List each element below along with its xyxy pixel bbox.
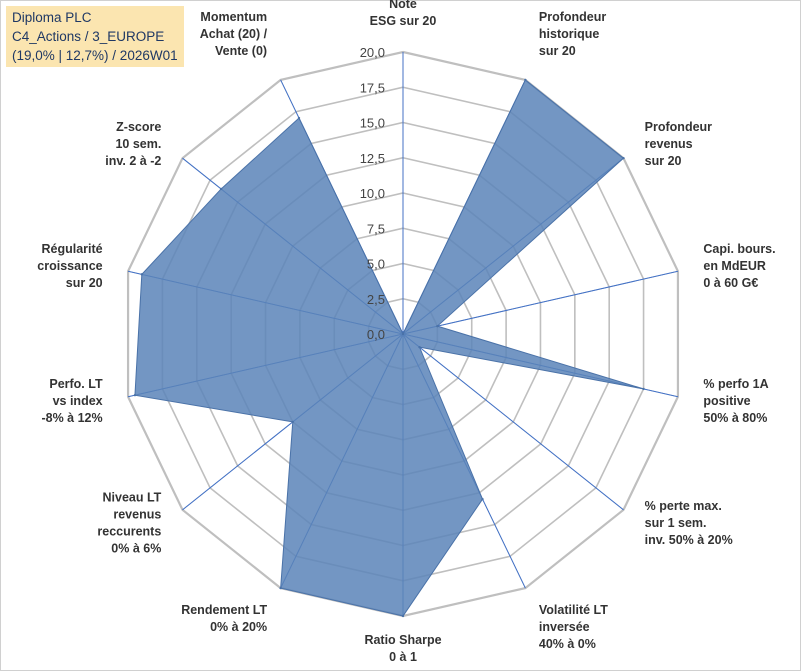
category-label: Régularité croissance sur 20 — [37, 242, 102, 290]
category-label: Capi. bours. en MdEUR 0 à 60 G€ — [703, 242, 775, 290]
category-label: Perfo. LT vs index -8% à 12% — [41, 377, 103, 425]
tick-label: 12,5 — [360, 151, 385, 166]
data-point — [291, 420, 294, 424]
category-label: Note ESG sur 20 — [370, 0, 437, 28]
data-point — [140, 273, 144, 276]
info-stats: (19,0% | 12,7%) / 2026W01 — [12, 48, 178, 63]
info-box: Diploma PLC C4_Actions / 3_EUROPE (19,0%… — [6, 6, 184, 67]
category-labels: Note ESG sur 20 Profondeur historique sur 20… — [37, 0, 775, 664]
category-label: Volatilité LT inversée 40% à 0% — [539, 603, 608, 651]
info-category: C4_Actions / 3_EUROPE — [12, 29, 165, 44]
category-label: Momentum Achat (20) / Vente (0) — [200, 10, 268, 58]
tick-label: 15,0 — [360, 116, 385, 131]
axis-spoke-overlay — [402, 333, 624, 511]
tick-label: 20,0 — [360, 45, 385, 60]
data-point — [481, 497, 484, 501]
info-company: Diploma PLC — [12, 10, 92, 25]
data-point — [401, 332, 405, 336]
data-point — [524, 78, 527, 82]
category-label: % perfo 1A positive 50% à 80% — [703, 377, 768, 425]
tick-label: 0,0 — [367, 327, 385, 342]
data-point — [436, 324, 439, 328]
radar-series — [133, 78, 645, 618]
category-label: Rendement LT 0% à 20% — [181, 603, 267, 634]
category-label: % perte max. sur 1 sem. inv. 50% à 20% — [645, 499, 733, 547]
category-label: Z-score 10 sem. inv. 2 à -2 — [105, 120, 161, 168]
category-label: Niveau LT revenus reccurents 0% à 6% — [97, 491, 161, 556]
tick-label: 5,0 — [367, 257, 385, 272]
tick-label: 2,5 — [367, 292, 385, 307]
data-point — [219, 187, 223, 191]
data-point — [622, 156, 625, 160]
tick-label: 10,0 — [360, 186, 385, 201]
category-label: Profondeur revenus sur 20 — [645, 120, 712, 168]
data-point — [642, 387, 645, 391]
axis-spoke-overlay — [402, 270, 679, 335]
data-point — [279, 586, 282, 590]
data-point — [418, 345, 421, 349]
data-point — [297, 116, 301, 120]
data-point — [133, 393, 137, 397]
category-label: Ratio Sharpe 0 à 1 — [364, 633, 441, 664]
tick-label: 7,5 — [367, 221, 385, 236]
data-point — [401, 614, 405, 618]
tick-label: 17,5 — [360, 80, 385, 95]
tick-labels: 0,0 2,5 5,0 7,5 10,0 12,5 15,0 17,5 20,0 — [360, 45, 385, 342]
category-label: Profondeur historique sur 20 — [539, 10, 606, 58]
